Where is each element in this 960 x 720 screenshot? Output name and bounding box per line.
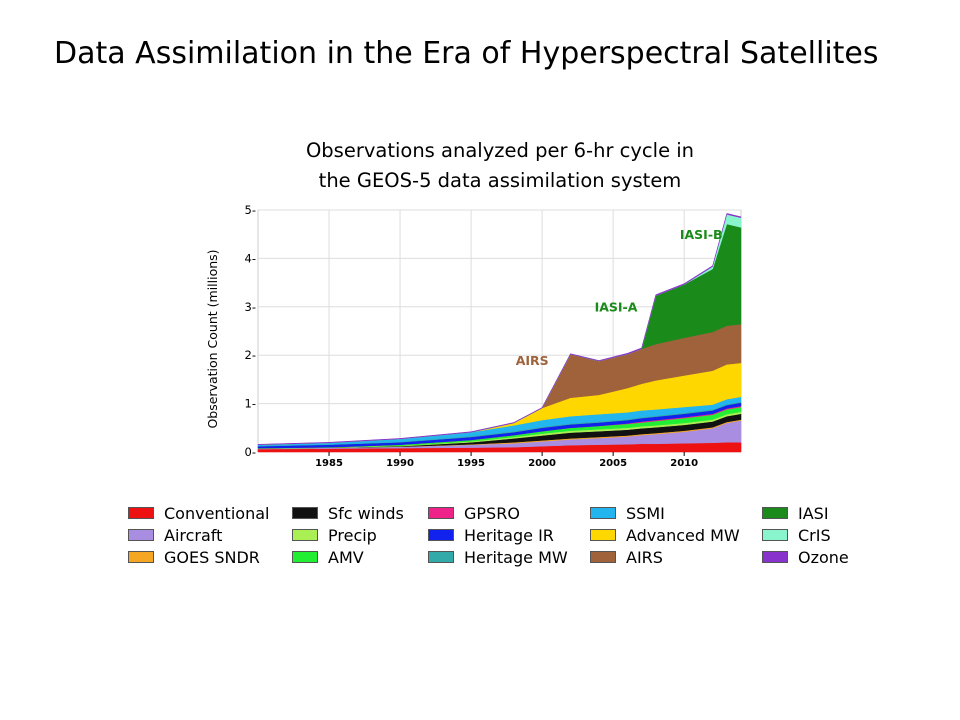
slide-title: Data Assimilation in the Era of Hyperspe… [54,36,879,71]
legend-swatch [762,551,788,563]
chart-title-line-2: the GEOS-5 data assimilation system [318,169,682,192]
area-ozone [257,213,742,445]
y-tick-label: 5- [245,203,256,217]
legend-label: AMV [328,547,364,567]
y-axis-label: Observation Count (millions) [205,249,220,428]
legend-swatch [292,507,318,519]
legend-label: SSMI [626,503,665,523]
y-tick-label: 1- [245,397,256,411]
legend-label: GPSRO [464,503,520,523]
legend-swatch [762,529,788,541]
legend-label: AIRS [626,547,663,567]
x-axis: 1985 1990 1995 2000 2005 2010 [315,452,698,469]
legend-label: Heritage IR [464,525,554,545]
legend-item-aircraft: Aircraft [128,524,222,546]
chart-areas [257,213,742,453]
x-tick-label: 1985 [315,458,343,469]
legend-swatch [292,551,318,563]
x-tick-label: 2000 [528,458,556,469]
legend-label: Aircraft [164,525,223,545]
legend-swatch [128,551,154,563]
legend-item-heritage-ir: Heritage IR [428,524,554,546]
legend-item-sfc-winds: Sfc winds [292,502,404,524]
legend-item-advanced-mw: Advanced MW [590,524,740,546]
legend-label: Precip [328,525,377,545]
legend-label: Conventional [164,503,270,523]
legend-swatch [428,507,454,519]
y-tick-label: 4- [245,251,256,265]
legend-item-goes-sndr: GOES SNDR [128,546,260,568]
annotation-iasi-b: IASI-B [680,227,723,242]
x-tick-label: 1995 [457,458,485,469]
chart-title: Observations analyzed per 6-hr cycle in … [240,136,760,196]
legend-item-airs: AIRS [590,546,663,568]
legend-label: IASI [798,503,829,523]
stacked-area-chart: 1985 1990 1995 2000 2005 2010 0- 1- 2- 3- 4- 5- Ob… [205,203,742,469]
y-tick-label: 3- [245,300,256,314]
legend-label: Ozone [798,547,849,567]
legend-swatch [590,551,616,563]
y-axis: 0- 1- 2- 3- 4- 5- [245,203,256,459]
legend-item-amv: AMV [292,546,364,568]
annotation-airs: AIRS [516,353,549,368]
chart-title-line-1: Observations analyzed per 6-hr cycle in [305,139,695,162]
x-tick-label: 1990 [386,458,414,469]
x-tick-label: 2010 [670,458,698,469]
legend-item-gpsro: GPSRO [428,502,520,524]
legend-label: GOES SNDR [164,547,260,567]
legend-swatch [428,529,454,541]
legend-label: Advanced MW [626,525,740,545]
legend-label: Heritage MW [464,547,568,567]
y-tick-label: 0- [245,445,256,459]
y-tick-label: 2- [245,348,256,362]
legend-swatch [128,529,154,541]
x-tick-label: 2005 [599,458,627,469]
legend-item-conventional: Conventional [128,502,269,524]
legend-item-cris: CrIS [762,524,831,546]
legend-item-precip: Precip [292,524,377,546]
legend-item-ssmi: SSMI [590,502,665,524]
legend-swatch [590,507,616,519]
legend-label: CrIS [798,525,831,545]
chart-annotations: AIRS IASI-A IASI-B [516,227,723,368]
legend-item-iasi: IASI [762,502,829,524]
legend-swatch [292,529,318,541]
legend-label: Sfc winds [328,503,404,523]
annotation-iasi-a: IASI-A [595,300,638,315]
legend-item-ozone: Ozone [762,546,849,568]
legend-swatch [128,507,154,519]
legend-swatch [762,507,788,519]
legend-swatch [428,551,454,563]
chart-legend: Conventional Sfc winds GPSRO SSMI IASI Aircra… [128,502,868,572]
legend-item-heritage-mw: Heritage MW [428,546,568,568]
legend-swatch [590,529,616,541]
